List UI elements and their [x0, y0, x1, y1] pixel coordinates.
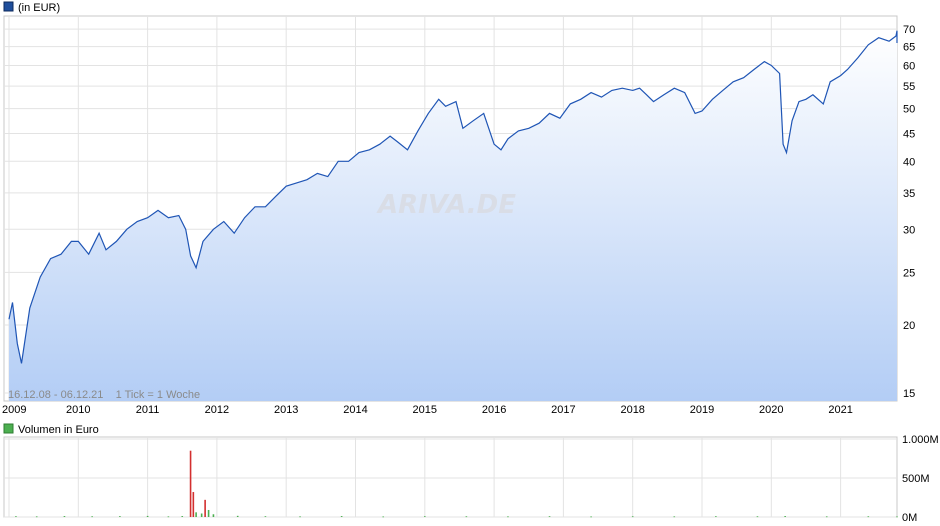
price-y-tick-label: 60: [903, 61, 915, 73]
price-y-tick-label: 20: [903, 320, 915, 332]
volume-bar: [63, 516, 66, 517]
volume-bar: [236, 515, 239, 517]
price-y-tick-label: 35: [903, 188, 915, 200]
volume-bar: [340, 516, 343, 517]
x-tick-label: 2013: [274, 404, 298, 416]
x-tick-label: 2017: [551, 404, 575, 416]
volume-bar: [192, 492, 195, 517]
price-y-tick-label: 15: [903, 388, 915, 400]
volume-bar: [204, 499, 206, 517]
price-legend-label: (in EUR): [18, 2, 60, 14]
volume-legend-swatch: [3, 423, 14, 434]
volume-y-tick-label: 0M: [902, 512, 917, 524]
volume-y-tick-label: 1.000M: [902, 434, 939, 446]
x-tick-label: 2015: [413, 404, 437, 416]
volume-y-tick-label: 500M: [902, 473, 930, 485]
volume-bar: [382, 516, 385, 518]
volume-bar: [15, 516, 17, 518]
price-y-tick-label: 25: [903, 267, 915, 279]
volume-bar: [756, 516, 759, 518]
price-y-tick-label: 40: [903, 156, 915, 168]
volume-bar: [784, 516, 786, 517]
price-y-tick-label: 50: [903, 104, 915, 116]
volume-bar: [673, 516, 676, 518]
price-y-tick-label: 70: [903, 24, 915, 36]
volume-bar: [35, 516, 38, 518]
volume-bar: [590, 516, 592, 518]
volume-y-axis: 1.000M 500M 0M: [902, 434, 939, 524]
volume-grid: [4, 437, 897, 518]
volume-bar: [264, 516, 267, 518]
x-tick-label: 2014: [343, 404, 367, 416]
x-axis: 2009 2010 2011 2012 2013 2014 2015 2016 2017 2018…: [2, 404, 853, 416]
x-tick-label: 2012: [205, 404, 229, 416]
volume-bar: [91, 516, 93, 518]
date-range-info: 16.12.08 - 06.12.21 1 Tick = 1 Woche: [8, 389, 200, 401]
volume-bar: [119, 516, 121, 517]
volume-bar: [181, 516, 184, 517]
price-y-tick-label: 65: [903, 42, 915, 54]
volume-panel: 1.000M 500M 0M: [3, 434, 939, 524]
volume-bar: [507, 516, 509, 518]
volume-bar: [146, 515, 149, 517]
volume-bar: [715, 516, 717, 518]
price-y-axis: 15 20 25 30 35 40 45 50 55 60 65 70: [903, 24, 915, 400]
price-legend-swatch: [3, 1, 14, 12]
price-y-tick-label: 55: [903, 81, 915, 93]
volume-plot-frame: [3, 436, 898, 518]
x-tick-label: 2018: [620, 404, 644, 416]
price-panel: ARIVA.DE 16.12.08 - 06.12.21 1 Tick = 1 …: [2, 15, 915, 416]
x-tick-label: 2019: [690, 404, 714, 416]
x-tick-label: 2021: [828, 404, 852, 416]
volume-bar: [189, 450, 192, 517]
volume-bar: [212, 514, 215, 517]
price-area: [9, 30, 897, 402]
volume-bar: [548, 516, 551, 518]
volume-bar: [200, 513, 203, 517]
x-tick-label: 2016: [482, 404, 506, 416]
volume-bar: [299, 516, 301, 518]
volume-bar: [825, 516, 828, 518]
price-y-tick-label: 30: [903, 224, 915, 236]
x-tick-label: 2011: [136, 404, 160, 416]
x-tick-label: 2020: [759, 404, 783, 416]
volume-bar: [424, 516, 426, 518]
volume-bar: [195, 512, 197, 517]
volume-bar: [867, 516, 870, 518]
volume-bar: [896, 516, 898, 518]
volume-legend-label: Volumen in Euro: [18, 424, 99, 436]
watermark: ARIVA.DE: [376, 190, 516, 220]
price-line: [8, 30, 898, 364]
x-tick-label: 2010: [66, 404, 90, 416]
volume-bar: [207, 509, 210, 517]
price-y-tick-label: 45: [903, 128, 915, 140]
volume-bar: [167, 516, 170, 518]
volume-bar: [631, 516, 634, 518]
x-tick-label: 2009: [2, 404, 26, 416]
volume-bars: [15, 450, 898, 518]
volume-bar: [465, 516, 468, 518]
